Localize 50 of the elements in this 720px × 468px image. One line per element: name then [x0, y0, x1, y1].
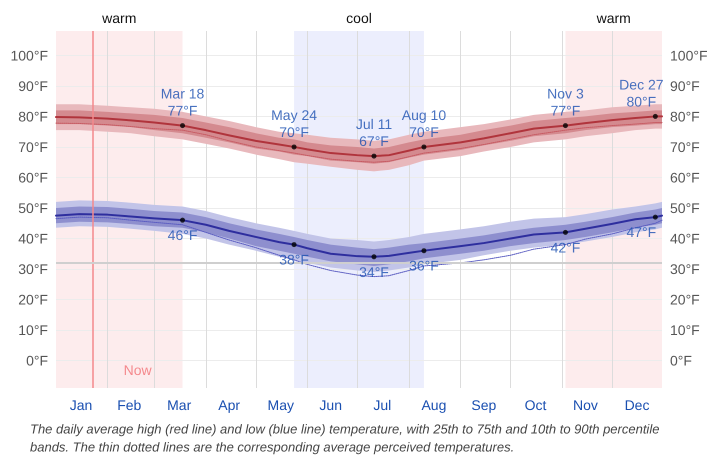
x-tick-label: Mar: [167, 397, 192, 413]
y2-tick-label: 40°F: [670, 230, 700, 246]
annotation: 42°F: [550, 239, 580, 256]
y-tick-label: 30°F: [18, 261, 48, 277]
y-tick-label: 80°F: [18, 108, 48, 124]
y2-tick-label: 30°F: [670, 261, 700, 277]
band-label: warm: [101, 10, 136, 26]
ref-line-label: Now: [124, 362, 153, 378]
y-tick-label: 10°F: [18, 322, 48, 338]
x-tick-label: Apr: [218, 397, 240, 413]
annotation: Nov 3 77°F: [547, 86, 584, 119]
y-tick-label: 60°F: [18, 169, 48, 186]
y-tick-label: 90°F: [18, 78, 48, 94]
text: The daily average high (red line) and low (blue line) temperature, with 25th to 75th and 10th to 90th percentile bands. The thin dotted lines are the corresponding average perceived temperatures.: [30, 422, 664, 454]
x-tick-label: Feb: [117, 397, 142, 413]
x-tick-label: May: [268, 397, 294, 413]
x-tick-label: Jan: [70, 397, 92, 413]
annotation: Jul 11 67°F: [356, 116, 392, 150]
band-label: warm: [596, 10, 631, 26]
x-tick-label: Jul: [373, 397, 392, 413]
annotation: 46°F: [168, 227, 198, 244]
y-tick-label: 100°F: [10, 47, 48, 64]
x-tick-label: Sep: [471, 397, 497, 413]
annotation: 47°F: [626, 224, 656, 240]
annotation: Aug 10 70°F: [402, 106, 446, 140]
x-tick-label: Oct: [524, 397, 546, 413]
y-tick-label: 20°F: [18, 292, 48, 308]
band-label: cool: [346, 10, 372, 26]
y-tick-label: 40°F: [18, 230, 48, 246]
y2-tick-label: 90°F: [670, 78, 700, 94]
annotation: May 24 70°F: [271, 106, 318, 140]
y2-tick-label: 50°F: [670, 200, 700, 216]
y-tick-label: 0°F: [26, 352, 48, 369]
x-tick-label: Aug: [421, 397, 446, 413]
x-tick-label: Nov: [572, 397, 598, 413]
y2-tick-label: 10°F: [670, 322, 700, 338]
y2-tick-label: 0°F: [670, 352, 692, 369]
y-tick-label: 50°F: [18, 200, 48, 216]
y2-tick-label: 70°F: [670, 138, 700, 155]
x-tick-label: Jun: [319, 397, 342, 413]
annotation: Dec 27 80°F: [619, 76, 664, 110]
y-tick-label: 70°F: [18, 138, 48, 155]
line-series: [56, 216, 662, 278]
annotation: Mar 18 77°F: [160, 86, 205, 119]
x-tick-label: Dec: [624, 397, 650, 413]
y2-tick-label: 80°F: [670, 108, 700, 124]
annotation: 34°F: [359, 264, 389, 280]
y2-tick-label: 20°F: [670, 292, 700, 308]
y2-tick-label: 60°F: [670, 169, 700, 186]
y2-tick-label: 100°F: [670, 47, 708, 64]
